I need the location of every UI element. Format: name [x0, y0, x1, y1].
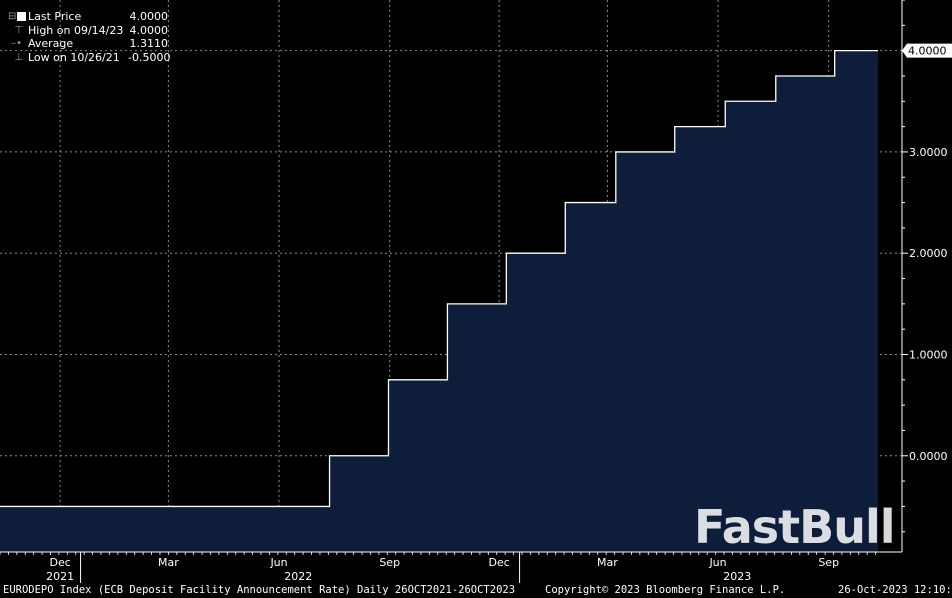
x-month-label: Dec [49, 556, 70, 569]
x-month-label: Sep [379, 556, 400, 569]
footer-bar: EURODEPO Index (ECB Deposit Facility Ann… [0, 583, 952, 598]
x-month-label: Mar [158, 556, 179, 569]
rate-area [0, 50, 878, 552]
legend: ⊟ Last Price 4.0000 ⊤ High on 09/14/23 4… [8, 10, 171, 64]
y-tick-label: 3.0000 [909, 146, 948, 159]
x-year-label: 2021 [46, 570, 74, 583]
x-month-label: Mar [597, 556, 618, 569]
legend-item-last-price: ⊟ Last Price 4.0000 [8, 10, 168, 24]
rate-line [0, 49, 878, 508]
footer-timestamp: 26-Oct-2023 12:10:25 [838, 584, 952, 596]
y-tick-label: 1.0000 [909, 348, 948, 361]
y-tick-label: 2.0000 [909, 247, 948, 260]
legend-item-high: ⊤ High on 09/14/23 4.0000 [8, 23, 168, 37]
x-month-label: Sep [818, 556, 839, 569]
x-year-label: 2022 [284, 570, 312, 583]
x-year-label: 2023 [723, 570, 751, 583]
low-marker-icon: ⊥ [8, 51, 24, 63]
footer-copyright: Copyright© 2023 Bloomberg Finance L.P. [545, 584, 786, 596]
last-value-box [902, 43, 952, 58]
x-month-label: Jun [269, 556, 287, 569]
last-price-square-icon: ⊟ [8, 10, 28, 24]
fastbull-watermark: FastBull [694, 500, 895, 554]
last-value-label: 4.0000 [908, 45, 947, 58]
x-month-label: Dec [488, 556, 509, 569]
legend-item-low: ⊥ Low on 10/26/21 -0.5000 [8, 50, 171, 64]
x-month-label: Jun [708, 556, 726, 569]
y-tick-label: 0.0000 [909, 450, 948, 463]
high-marker-icon: ⊤ [8, 24, 24, 36]
footer-index-info: EURODEPO Index (ECB Deposit Facility Ann… [3, 584, 516, 596]
legend-item-average: –• Average 1.3110 [8, 37, 168, 51]
average-marker-icon: –• [8, 38, 23, 50]
